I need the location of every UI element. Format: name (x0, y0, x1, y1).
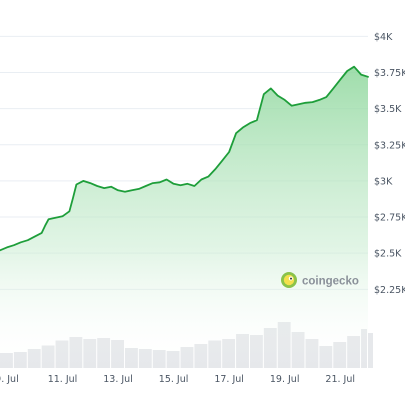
y-tick-label: $2.75K (374, 213, 405, 224)
y-tick-label: $2.25K (374, 285, 405, 296)
watermark-brand: coingecko (302, 276, 359, 288)
y-tick-label: $3.5K (374, 104, 402, 115)
x-tick-label: 9. Jul (0, 374, 19, 385)
x-tick-label: 15. Jul (159, 374, 189, 385)
x-tick-label: 21. Jul (325, 374, 355, 385)
y-tick-label: $3K (374, 176, 393, 187)
y-tick-label: $3.75K (374, 68, 405, 79)
x-tick-label: 17. Jul (214, 374, 244, 385)
x-tick-label: 13. Jul (103, 374, 133, 385)
y-tick-label: $2.5K (374, 249, 402, 260)
x-axis-ticks: 9. Jul 11. Jul 13. Jul 15. Jul 17. Jul 19. Ju… (0, 374, 355, 385)
x-tick-label: 11. Jul (48, 374, 78, 385)
y-tick-label: $4K (374, 32, 393, 43)
y-tick-label: $3.25K (374, 140, 405, 151)
gecko-logo-icon (281, 272, 297, 288)
x-tick-label: 19. Jul (270, 374, 300, 385)
price-area-fill (0, 66, 368, 368)
coingecko-watermark: coingecko (281, 272, 359, 288)
price-line (0, 65, 369, 252)
volume-bar (368, 333, 373, 368)
y-axis-ticks: $4K $3.75K $3.5K $3.25K $3K $2.75K $2.5K $2.25K (374, 32, 405, 296)
